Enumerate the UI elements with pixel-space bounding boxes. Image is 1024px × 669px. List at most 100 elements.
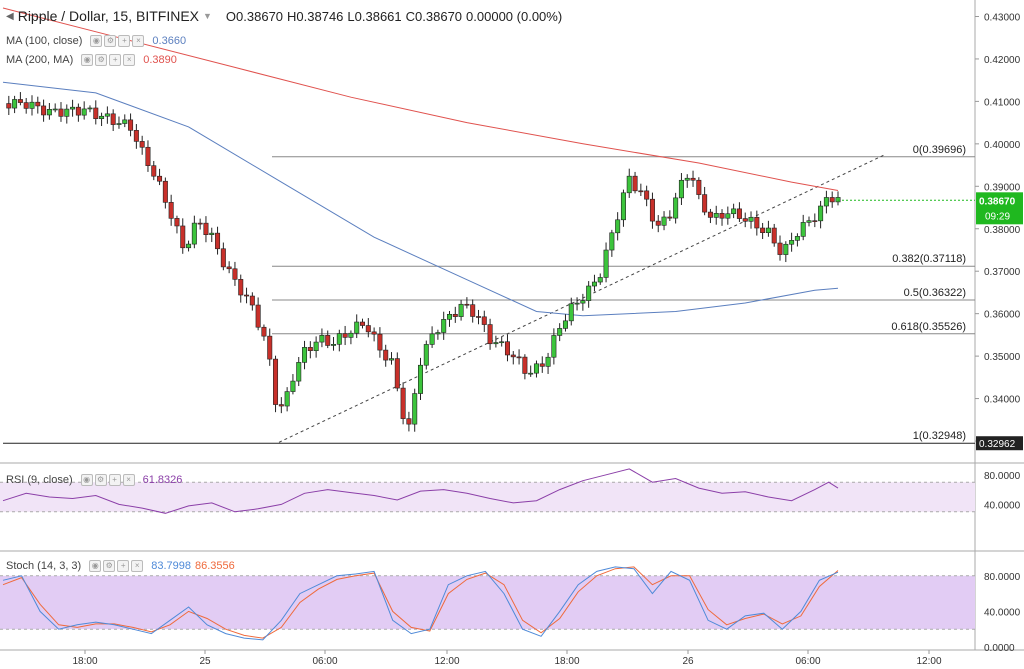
stoch-band [0, 575, 975, 630]
rsi-controls[interactable]: ◉ ⚙ + × [80, 474, 135, 486]
candle-down [632, 175, 638, 192]
ma200-controls[interactable]: ◉ ⚙ + × [81, 54, 136, 66]
candle-up [52, 108, 58, 111]
candle-down [360, 321, 366, 326]
candle-down [383, 349, 389, 361]
candle-up [551, 335, 557, 358]
ma200-label: MA (200, MA) [6, 54, 74, 66]
candle-up [609, 232, 615, 251]
candle-up [545, 356, 551, 367]
candle-up [348, 332, 354, 338]
collapse-arrow-icon[interactable]: ◀ [6, 10, 14, 22]
candle-up [568, 303, 574, 322]
candle-down [736, 208, 742, 219]
candle-down [719, 213, 725, 219]
candle-up [441, 319, 447, 333]
candle-up [603, 249, 609, 278]
rsi-value: 61.8326 [142, 474, 183, 486]
candle-up [684, 177, 690, 181]
y-tick-label: 0.39000 [984, 182, 1021, 193]
stoch-tick-label: 0.0000 [984, 643, 1015, 654]
candle-up [331, 344, 337, 346]
candle-up [620, 192, 626, 221]
candle-down [41, 105, 47, 116]
ma200-legend[interactable]: MA (200, MA) ◉ ⚙ + × 0.3890 [6, 54, 177, 66]
close-icon: × [122, 474, 135, 486]
y-tick-label: 0.37000 [984, 267, 1021, 278]
candle-up [673, 197, 679, 219]
bar-countdown: 09:29 [985, 211, 1010, 222]
candle-down [539, 363, 545, 367]
ma100-value: 0.3660 [152, 35, 187, 47]
ohlc-low: L0.38661 [347, 8, 402, 24]
y-tick-label: 0.40000 [984, 140, 1021, 151]
candle-down [707, 211, 713, 218]
stoch-tick-label: 80.0000 [984, 572, 1021, 583]
candle-up [765, 227, 771, 233]
candle-up [81, 108, 87, 116]
candle-up [713, 213, 719, 218]
candle-down [464, 303, 470, 306]
close-icon: × [132, 35, 145, 47]
candle-up [597, 277, 603, 283]
symbol-header: ◀ Ripple / Dollar, 15, BITFINEX ▼ O0.386… [6, 8, 562, 24]
candle-down [6, 103, 12, 109]
candle-up [678, 179, 684, 199]
candle-up [800, 222, 806, 237]
candle-up [104, 113, 110, 117]
candle-up [209, 232, 215, 235]
candle-down [325, 335, 331, 346]
x-tick-label: 25 [199, 656, 211, 667]
candle-up [615, 219, 621, 234]
candle-down [203, 222, 209, 235]
candle-up [116, 123, 122, 125]
ma100-controls[interactable]: ◉ ⚙ + × [90, 35, 145, 47]
candle-down [180, 225, 186, 249]
stoch-controls[interactable]: ◉ ⚙ + × [89, 560, 144, 572]
candle-down [232, 268, 238, 280]
symbol-menu-icon[interactable]: ▼ [203, 11, 212, 21]
x-tick-label: 12:00 [916, 656, 941, 667]
candle-down [168, 202, 174, 219]
candle-down [255, 304, 261, 328]
candle-up [586, 285, 592, 301]
candle-down [702, 194, 708, 213]
candle-down [35, 101, 41, 107]
symbol-title[interactable]: Ripple / Dollar, 15, BITFINEX [17, 8, 199, 24]
eye-icon: ◉ [90, 35, 103, 47]
candle-up [591, 281, 597, 287]
candle-up [562, 320, 568, 329]
rsi-legend[interactable]: RSI (9, close) ◉ ⚙ + × 61.8326 [6, 474, 182, 486]
ma100-legend[interactable]: MA (100, close) ◉ ⚙ + × 0.3660 [6, 35, 186, 47]
ohlc-close: C0.38670 [405, 8, 463, 24]
candle-down [133, 130, 139, 142]
candle-up [186, 243, 192, 249]
candle-up [823, 197, 829, 207]
candle-down [522, 356, 528, 374]
candle-down [742, 218, 748, 222]
candle-up [446, 313, 452, 320]
candle-up [70, 106, 76, 110]
candle-down [238, 279, 244, 296]
more-icon: + [109, 54, 122, 66]
fib-label-0-5: 0.5(0.36322) [904, 287, 966, 299]
y-tick-label: 0.42000 [984, 55, 1021, 66]
candle-up [99, 115, 105, 120]
rsi-band [0, 482, 975, 512]
candle-down [754, 216, 760, 229]
candle-down [760, 227, 766, 233]
candle-down [644, 190, 650, 200]
candle-down [771, 227, 777, 244]
candle-down [215, 232, 221, 250]
settings-icon: ⚙ [95, 54, 108, 66]
candle-up [783, 243, 789, 255]
candle-up [313, 341, 319, 351]
stoch-k-value: 83.7998 [151, 560, 191, 572]
candle-down [174, 218, 180, 227]
candle-down [342, 333, 348, 338]
y-tick-label: 0.35000 [984, 352, 1021, 363]
stoch-label: Stoch (14, 3, 3) [6, 560, 82, 572]
stoch-legend[interactable]: Stoch (14, 3, 3) ◉ ⚙ + × 83.7998 86.3556 [6, 560, 235, 572]
candle-down [23, 102, 29, 109]
